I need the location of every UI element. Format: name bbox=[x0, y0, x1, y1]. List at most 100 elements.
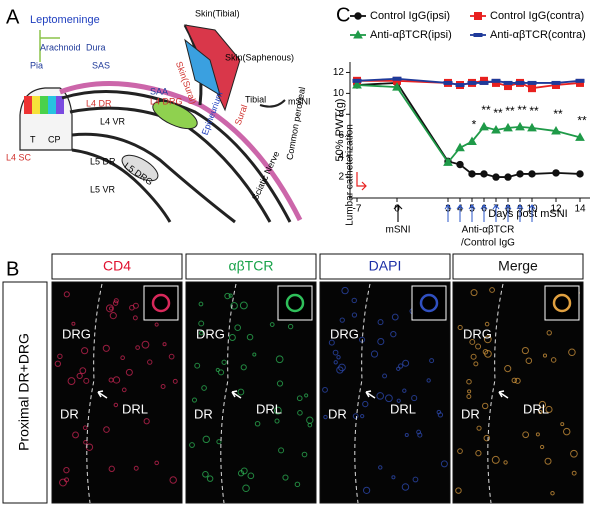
cell bbox=[71, 321, 76, 326]
marker bbox=[392, 76, 402, 81]
cell bbox=[475, 343, 482, 350]
cell bbox=[85, 443, 94, 451]
x-tick-label: 14 bbox=[574, 204, 586, 215]
legend-label: Anti-αβTCR(ipsi) bbox=[370, 29, 452, 41]
label: L4 VR bbox=[100, 116, 126, 126]
label: Dura bbox=[86, 42, 106, 52]
cell bbox=[503, 460, 508, 465]
legend-marker bbox=[353, 29, 363, 39]
panel-title: Merge bbox=[498, 258, 538, 274]
panel-letter: A bbox=[6, 6, 20, 28]
marker bbox=[516, 170, 524, 178]
region-label: DRL bbox=[256, 401, 282, 416]
bracket bbox=[39, 30, 60, 62]
treatment-arrow bbox=[492, 204, 500, 222]
marker bbox=[515, 121, 525, 131]
cell bbox=[169, 476, 177, 484]
cell bbox=[282, 474, 289, 481]
cell bbox=[234, 324, 241, 332]
panel-title: αβTCR bbox=[229, 258, 274, 274]
cell bbox=[396, 398, 401, 403]
cell bbox=[108, 377, 114, 383]
legend-label: Anti-αβTCR(contra) bbox=[490, 29, 586, 41]
cell bbox=[83, 440, 88, 445]
cell bbox=[242, 484, 250, 493]
header-box bbox=[319, 253, 451, 280]
label: L4 SC bbox=[6, 152, 32, 162]
cell bbox=[466, 394, 472, 400]
cell bbox=[83, 377, 90, 384]
y-tick-label: 10 bbox=[333, 88, 345, 99]
cell bbox=[108, 306, 114, 311]
marker bbox=[575, 132, 585, 141]
cell bbox=[401, 483, 410, 491]
legend-label: Control IgG(contra) bbox=[490, 10, 584, 22]
cell bbox=[370, 350, 379, 358]
cell bbox=[278, 447, 285, 454]
region-label: DR bbox=[60, 406, 79, 421]
cell bbox=[199, 330, 204, 336]
cell bbox=[237, 388, 245, 396]
cell bbox=[362, 400, 369, 408]
marker bbox=[479, 80, 489, 85]
legend-marker bbox=[354, 12, 362, 20]
cell bbox=[457, 448, 463, 455]
treatment-arrow bbox=[456, 204, 464, 222]
boundary bbox=[487, 283, 504, 504]
region-label: DRL bbox=[390, 401, 416, 416]
treatment-arrow bbox=[516, 204, 524, 222]
cell bbox=[160, 384, 166, 389]
cell bbox=[475, 450, 482, 457]
cell bbox=[339, 317, 345, 323]
cell bbox=[538, 400, 547, 409]
cell bbox=[224, 292, 231, 300]
cell bbox=[504, 365, 512, 373]
cell bbox=[336, 355, 341, 360]
cell bbox=[57, 353, 63, 360]
cell bbox=[296, 395, 303, 402]
cell bbox=[550, 357, 557, 363]
region-label: DRL bbox=[122, 401, 148, 416]
cell bbox=[218, 369, 225, 376]
region-label: DR bbox=[328, 406, 347, 421]
inset bbox=[277, 285, 313, 321]
significance: * bbox=[472, 118, 477, 132]
marker bbox=[392, 82, 402, 91]
marker bbox=[467, 136, 477, 146]
cell bbox=[81, 347, 89, 355]
cell bbox=[542, 353, 548, 358]
arrow bbox=[97, 390, 108, 399]
cell bbox=[476, 425, 482, 431]
arrow bbox=[356, 172, 367, 191]
nerve bbox=[61, 90, 292, 223]
annotation: /Control IgG bbox=[461, 238, 515, 249]
x-tick-label: 0 bbox=[394, 204, 400, 215]
cell bbox=[132, 315, 138, 321]
cell bbox=[562, 427, 571, 436]
boundary bbox=[354, 283, 371, 504]
y-tick-label: 12 bbox=[333, 67, 345, 78]
nerve bbox=[71, 148, 172, 223]
cell bbox=[538, 409, 543, 415]
cell bbox=[63, 466, 70, 474]
marker bbox=[352, 78, 362, 83]
label: T bbox=[30, 134, 36, 144]
row-label: Proximal DR+DRG bbox=[16, 333, 32, 451]
cell bbox=[269, 322, 275, 327]
cell bbox=[376, 392, 384, 400]
inset-cell bbox=[419, 293, 439, 313]
nerve bbox=[71, 132, 236, 224]
cell bbox=[333, 360, 338, 365]
label: Pia bbox=[30, 60, 43, 70]
label: Skin(Tibial) bbox=[195, 8, 240, 18]
cell bbox=[135, 345, 140, 350]
cell bbox=[521, 346, 529, 355]
treatment-arrow bbox=[480, 204, 488, 222]
marker bbox=[352, 80, 362, 89]
cell bbox=[102, 344, 110, 352]
cell bbox=[301, 451, 308, 458]
cell bbox=[237, 470, 245, 477]
region-label: DRG bbox=[62, 326, 91, 341]
marker bbox=[491, 78, 501, 83]
cell bbox=[402, 359, 410, 367]
